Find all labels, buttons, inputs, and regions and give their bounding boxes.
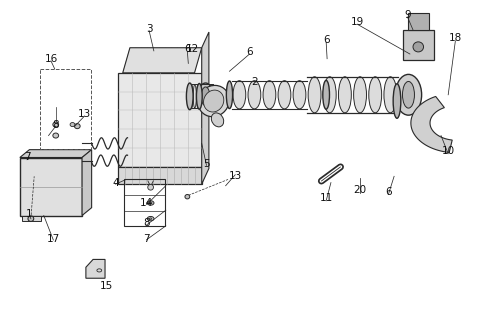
Ellipse shape <box>403 82 414 108</box>
Ellipse shape <box>193 85 196 108</box>
Ellipse shape <box>369 77 382 113</box>
Text: 6: 6 <box>184 44 191 54</box>
Text: 3: 3 <box>146 24 152 34</box>
Bar <box>40 69 91 149</box>
Ellipse shape <box>53 122 59 127</box>
Ellipse shape <box>210 85 213 108</box>
Bar <box>118 73 202 167</box>
Ellipse shape <box>186 83 193 110</box>
Ellipse shape <box>149 202 152 204</box>
Ellipse shape <box>200 85 203 108</box>
Ellipse shape <box>308 77 321 113</box>
Text: 10: 10 <box>442 146 455 156</box>
Text: 5: 5 <box>203 159 210 169</box>
Text: 15: 15 <box>99 281 113 291</box>
Ellipse shape <box>393 84 401 118</box>
Text: 8: 8 <box>52 120 59 129</box>
Text: 17: 17 <box>47 234 60 244</box>
Ellipse shape <box>324 77 336 113</box>
Ellipse shape <box>198 85 229 117</box>
Ellipse shape <box>190 85 193 108</box>
Ellipse shape <box>338 77 351 113</box>
Ellipse shape <box>413 42 423 52</box>
Text: 6: 6 <box>323 35 329 45</box>
Ellipse shape <box>278 81 291 109</box>
Ellipse shape <box>74 123 80 129</box>
Polygon shape <box>202 32 209 184</box>
Ellipse shape <box>28 216 34 221</box>
Bar <box>408 13 429 31</box>
Ellipse shape <box>185 194 190 199</box>
Ellipse shape <box>204 90 224 112</box>
Ellipse shape <box>201 87 210 106</box>
Text: 7: 7 <box>24 152 30 163</box>
Ellipse shape <box>227 81 233 109</box>
Ellipse shape <box>148 185 154 190</box>
Text: 4: 4 <box>112 178 119 188</box>
Text: 2: 2 <box>251 77 258 87</box>
Text: 13: 13 <box>228 171 242 181</box>
Bar <box>403 31 434 60</box>
Bar <box>22 215 41 221</box>
Ellipse shape <box>293 81 306 109</box>
Text: 16: 16 <box>44 54 58 64</box>
Ellipse shape <box>207 85 210 108</box>
Ellipse shape <box>147 216 154 221</box>
Ellipse shape <box>323 80 329 109</box>
Text: 19: 19 <box>350 17 364 27</box>
Ellipse shape <box>211 113 224 127</box>
Ellipse shape <box>198 83 213 110</box>
Polygon shape <box>82 150 92 215</box>
Text: 20: 20 <box>353 186 366 195</box>
Text: 6: 6 <box>246 48 253 57</box>
Text: 8: 8 <box>144 218 150 228</box>
Text: 12: 12 <box>185 44 199 54</box>
Ellipse shape <box>147 201 154 205</box>
Text: 9: 9 <box>404 10 411 20</box>
Bar <box>124 180 165 226</box>
Ellipse shape <box>196 83 202 109</box>
Ellipse shape <box>197 85 200 108</box>
Polygon shape <box>20 150 92 158</box>
Ellipse shape <box>384 77 397 113</box>
Text: 6: 6 <box>385 187 392 197</box>
Ellipse shape <box>248 81 261 109</box>
Ellipse shape <box>396 74 421 115</box>
Text: 13: 13 <box>78 109 91 118</box>
Text: 18: 18 <box>449 33 462 43</box>
Ellipse shape <box>233 81 246 109</box>
Ellipse shape <box>354 77 367 113</box>
Text: 14: 14 <box>140 198 153 208</box>
Text: 11: 11 <box>320 193 333 203</box>
Ellipse shape <box>204 85 206 108</box>
Polygon shape <box>123 48 202 73</box>
Polygon shape <box>86 260 105 278</box>
Text: 7: 7 <box>144 234 150 244</box>
Text: 1: 1 <box>26 209 33 219</box>
Ellipse shape <box>263 81 276 109</box>
Ellipse shape <box>53 133 59 138</box>
Bar <box>20 158 82 215</box>
Polygon shape <box>411 96 452 152</box>
Ellipse shape <box>149 218 152 220</box>
Ellipse shape <box>70 123 75 127</box>
Bar <box>118 167 202 184</box>
